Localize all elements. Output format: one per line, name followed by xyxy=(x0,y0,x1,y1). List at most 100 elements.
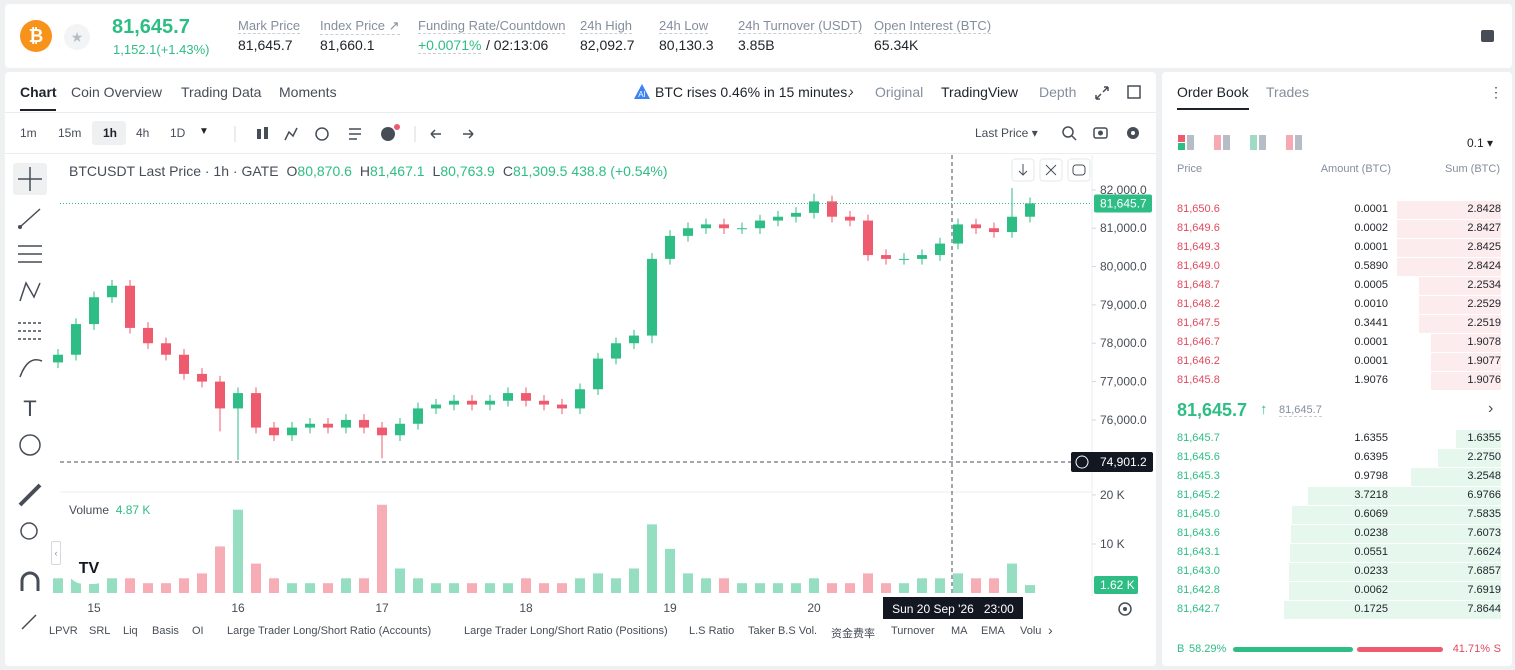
indicator[interactable]: OI xyxy=(192,625,204,637)
ob-price[interactable]: 81,648.7 xyxy=(1177,279,1220,291)
pane-buttons[interactable] xyxy=(1011,158,1091,182)
precision: 0.1 xyxy=(1467,136,1484,150)
ob-price[interactable]: 81,645.8 xyxy=(1177,374,1220,386)
chart-tools[interactable] xyxy=(233,122,493,146)
tab[interactable]: Coin Overview xyxy=(71,84,163,100)
ob-price[interactable]: 81,645.7 xyxy=(1177,432,1220,444)
volume-bar xyxy=(845,583,855,593)
chart-actions[interactable] xyxy=(1060,123,1142,143)
volume-last-box xyxy=(1094,576,1138,595)
view-tab[interactable]: Original xyxy=(875,84,924,100)
indicator[interactable]: Volu xyxy=(1020,625,1042,637)
indicator[interactable]: 资金费率 xyxy=(831,628,875,640)
interval-selected-bg xyxy=(92,121,126,145)
settings-icon[interactable] xyxy=(1116,600,1134,618)
ob-price[interactable]: 81,645.0 xyxy=(1177,508,1220,520)
volume-bar xyxy=(593,573,603,593)
ohlc-key: O xyxy=(286,163,298,179)
tab[interactable]: Chart xyxy=(20,84,57,100)
tab[interactable]: Trading Data xyxy=(181,84,262,100)
candle-body xyxy=(395,423,405,436)
news-ticker[interactable]: BTC rises 0.46% in 15 minutes. xyxy=(655,84,852,100)
ob-price[interactable]: 81,650.6 xyxy=(1177,203,1220,215)
candle-body xyxy=(899,258,909,260)
volume-bar xyxy=(125,578,135,593)
indicator[interactable]: MA xyxy=(951,625,968,637)
ob-price[interactable]: 81,649.3 xyxy=(1177,241,1220,253)
menu-icon[interactable] xyxy=(1479,27,1497,45)
price-type-select[interactable]: Last Price ▾ xyxy=(975,126,1038,140)
tab[interactable]: Moments xyxy=(279,84,337,100)
volume-bar xyxy=(539,583,549,593)
chart-panel xyxy=(5,72,1156,666)
collapse-handle[interactable]: ‹ xyxy=(51,541,61,565)
ob-sum: 2.2534 xyxy=(1467,279,1501,291)
indicator[interactable]: Liq xyxy=(123,625,138,637)
volume-bar xyxy=(647,524,657,593)
indicator[interactable]: L.S Ratio xyxy=(689,625,735,637)
mid-price: 81,645.7 xyxy=(1177,400,1248,420)
candle-body xyxy=(197,373,207,382)
chart-legend: BTCUSDT Last Price · 1h · GATE O80,870.6 H… xyxy=(69,163,667,179)
indicator[interactable]: SRL xyxy=(89,625,111,637)
ob-more[interactable]: › xyxy=(1488,400,1494,417)
y-tick-label: 81,000.0 xyxy=(1100,221,1147,235)
indicator[interactable]: Large Trader Long/Short Ratio (Accounts) xyxy=(227,625,432,637)
volume-bar xyxy=(521,578,531,593)
view-tab[interactable]: Depth xyxy=(1039,84,1077,100)
ob-price[interactable]: 81,643.6 xyxy=(1177,527,1220,539)
indicator[interactable]: Large Trader Long/Short Ratio (Positions… xyxy=(464,625,668,637)
indicator[interactable]: EMA xyxy=(981,625,1005,637)
ob-sum: 2.8427 xyxy=(1467,222,1501,234)
volume-bar xyxy=(827,583,837,593)
ob-amount: 0.9798 xyxy=(1354,470,1388,482)
interval[interactable]: 1D xyxy=(170,126,186,140)
interval[interactable]: 15m xyxy=(58,126,82,140)
ob-price[interactable]: 81,648.2 xyxy=(1177,298,1220,310)
interval[interactable]: 1m xyxy=(20,126,37,140)
interval[interactable]: 4h xyxy=(136,126,150,140)
ob-price[interactable]: 81,643.1 xyxy=(1177,546,1220,558)
favorite-button[interactable]: ★ xyxy=(63,23,91,51)
ob-price[interactable]: 81,645.3 xyxy=(1177,470,1220,482)
ob-price[interactable]: 81,647.5 xyxy=(1177,317,1220,329)
ob-price[interactable]: 81,642.8 xyxy=(1177,584,1220,596)
window-icons[interactable] xyxy=(1093,84,1153,102)
candle-body xyxy=(53,354,63,363)
ob-price[interactable]: 81,645.2 xyxy=(1177,489,1220,501)
ob-menu[interactable]: ⋮ xyxy=(1489,84,1503,100)
ob-price[interactable]: 81,649.0 xyxy=(1177,260,1220,272)
candle-body xyxy=(251,393,261,428)
chart[interactable]: 76,000.0 77,000.0 78,000.0 79,000.0 80,000.0… xyxy=(0,0,1160,620)
ob-price[interactable]: 81,646.2 xyxy=(1177,355,1220,367)
ob-price[interactable]: 81,643.0 xyxy=(1177,565,1220,577)
ob-price[interactable]: 81,649.6 xyxy=(1177,222,1220,234)
ohlc-key: L xyxy=(432,163,441,179)
indicator[interactable]: Taker B.S Vol. xyxy=(748,625,818,637)
view-tab[interactable]: TradingView xyxy=(941,84,1019,100)
stat-label: Mark Price xyxy=(238,18,301,34)
ob-layout-buttons[interactable] xyxy=(1177,134,1307,152)
candle-body xyxy=(359,419,369,428)
candle-body xyxy=(125,285,135,328)
ob-tab[interactable]: Order Book xyxy=(1177,84,1249,100)
drawing-toolbar[interactable]: T xyxy=(0,155,60,635)
mid-mark: 81,645.7 xyxy=(1279,404,1322,417)
interval[interactable]: 1h xyxy=(103,126,118,140)
ob-sum: 1.9077 xyxy=(1467,355,1501,367)
ob-col: Amount (BTC) xyxy=(1320,163,1391,175)
precision-select[interactable]: 0.1 ▾ xyxy=(1467,136,1494,150)
indicator[interactable]: LPVR xyxy=(49,625,78,637)
ob-tab[interactable]: Trades xyxy=(1266,84,1310,100)
ob-price[interactable]: 81,646.7 xyxy=(1177,336,1220,348)
ob-price[interactable]: 81,642.7 xyxy=(1177,603,1220,615)
volume-current: 4.87 K xyxy=(115,503,151,517)
indicator[interactable]: Turnover xyxy=(891,625,935,637)
volume-bar xyxy=(989,578,999,593)
dropdown-caret[interactable]: ▼ xyxy=(199,126,209,137)
candle-body xyxy=(431,404,441,409)
scroll-right[interactable]: › xyxy=(1048,622,1053,638)
candle-body xyxy=(719,224,729,229)
indicator[interactable]: Basis xyxy=(152,625,179,637)
ob-price[interactable]: 81,645.6 xyxy=(1177,451,1220,463)
